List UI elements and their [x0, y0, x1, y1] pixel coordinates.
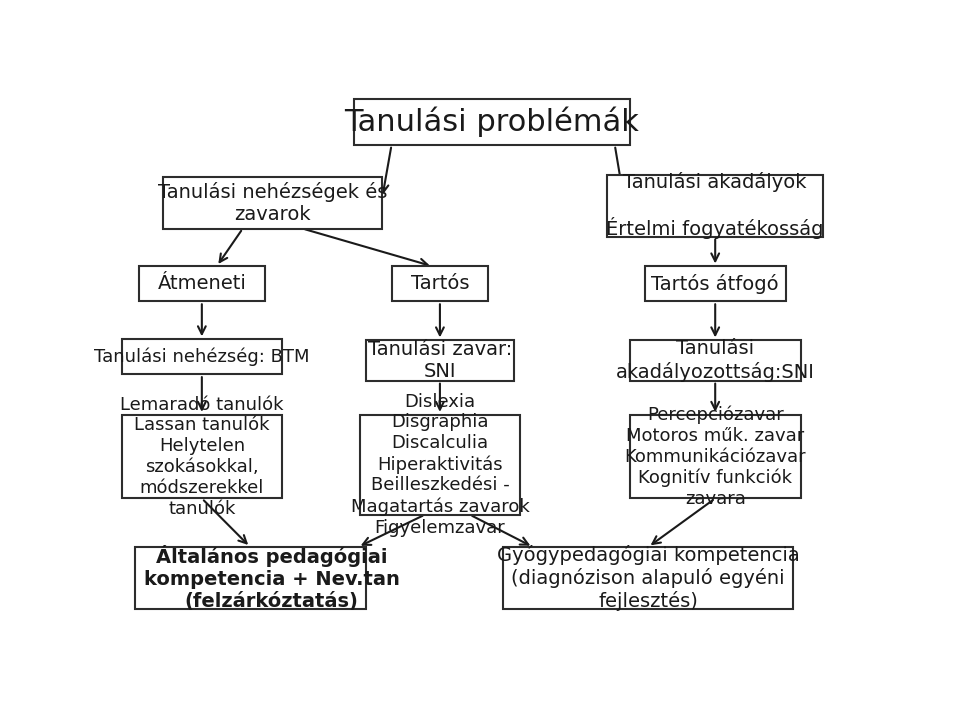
Text: Tanulási problémák: Tanulási problémák — [345, 107, 639, 137]
Text: Tanulási nehézség: BTM: Tanulási nehézség: BTM — [94, 348, 309, 366]
Text: Tartós: Tartós — [411, 274, 469, 293]
Text: Tanulási akadályok

Értelmi fogyatékosság: Tanulási akadályok Értelmi fogyatékosság — [607, 172, 824, 239]
FancyBboxPatch shape — [630, 415, 801, 498]
FancyBboxPatch shape — [503, 547, 793, 609]
FancyBboxPatch shape — [630, 340, 801, 381]
FancyBboxPatch shape — [644, 266, 786, 301]
Text: Átmeneti: Átmeneti — [157, 274, 247, 293]
Text: Lemaradó tanulók
Lassan tanulók
Helytelen
szokásokkal,
módszerekkel
tanulók: Lemaradó tanulók Lassan tanulók Helytele… — [120, 395, 283, 517]
Text: Tanulási
akadályozottság:SNI: Tanulási akadályozottság:SNI — [615, 339, 815, 381]
Text: Tanulási nehézségek és
zavarok: Tanulási nehézségek és zavarok — [157, 182, 387, 224]
FancyBboxPatch shape — [138, 266, 265, 301]
Text: Dislexia
Disgraphia
Discalculia
Hiperaktivitás
Beilleszkedési -
Magatartás zavar: Dislexia Disgraphia Discalculia Hiperakt… — [350, 393, 529, 537]
FancyBboxPatch shape — [163, 177, 382, 229]
FancyBboxPatch shape — [354, 99, 630, 145]
FancyBboxPatch shape — [122, 339, 282, 374]
FancyBboxPatch shape — [366, 340, 515, 381]
FancyBboxPatch shape — [360, 415, 520, 515]
Text: Tartós átfogó: Tartós átfogó — [652, 274, 779, 294]
FancyBboxPatch shape — [608, 175, 823, 237]
FancyBboxPatch shape — [392, 266, 489, 301]
FancyBboxPatch shape — [134, 547, 366, 609]
Text: Gyógypedagógiai kompetencia
(diagnózison alapuló egyéni
fejlesztés): Gyógypedagógiai kompetencia (diagnózison… — [497, 545, 800, 611]
Text: Tanulási zavar:
SNI: Tanulási zavar: SNI — [368, 340, 512, 381]
FancyBboxPatch shape — [122, 415, 282, 498]
Text: Percepciózavar
Motoros műk. zavar
Kommunikációzavar
Kognitív funkciók
zavara: Percepciózavar Motoros műk. zavar Kommun… — [624, 405, 806, 508]
Text: Általános pedagógiai
kompetencia + Nev.tan
(felzárkóztatás): Általános pedagógiai kompetencia + Nev.t… — [144, 545, 399, 611]
